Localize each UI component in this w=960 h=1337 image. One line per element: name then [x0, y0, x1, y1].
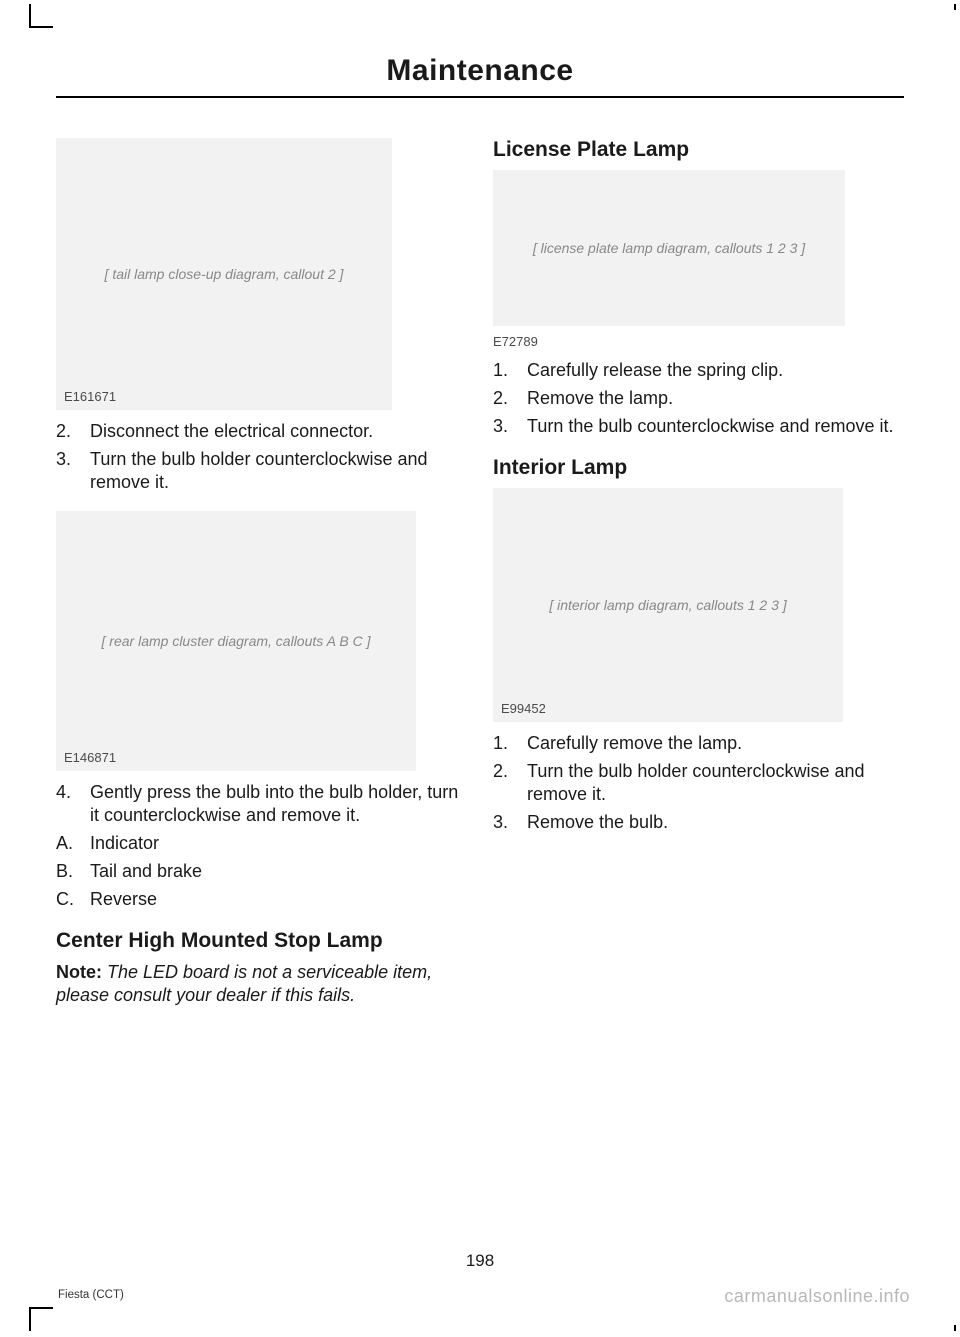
list-text: Turn the bulb holder counterclockwise an…	[527, 760, 904, 806]
list-text: Tail and brake	[90, 860, 467, 883]
figure-code: E72789	[493, 334, 904, 349]
list-item: 4. Gently press the bulb into the bulb h…	[56, 781, 467, 827]
list-item: 2. Turn the bulb holder counterclockwise…	[493, 760, 904, 806]
list-item: B. Tail and brake	[56, 860, 467, 883]
list-text: Gently press the bulb into the bulb hold…	[90, 781, 467, 827]
figure-placeholder: [ tail lamp close-up diagram, callout 2 …	[95, 256, 354, 292]
steps-list: 1. Carefully remove the lamp. 2. Turn th…	[493, 732, 904, 834]
heading-stop-lamp: Center High Mounted Stop Lamp	[56, 929, 467, 953]
crop-mark	[29, 4, 53, 28]
figure-code: E146871	[64, 750, 116, 765]
list-number: 3.	[493, 811, 527, 834]
list-item: A. Indicator	[56, 832, 467, 855]
page: Maintenance [ tail lamp close-up diagram…	[0, 0, 960, 1337]
figure-license-plate: [ license plate lamp diagram, callouts 1…	[493, 170, 845, 326]
right-column: License Plate Lamp [ license plate lamp …	[493, 138, 904, 1025]
figure-interior-lamp: [ interior lamp diagram, callouts 1 2 3 …	[493, 488, 843, 722]
list-item: 1. Carefully remove the lamp.	[493, 732, 904, 755]
list-text: Turn the bulb counterclockwise and remov…	[527, 415, 904, 438]
note: Note: The LED board is not a serviceable…	[56, 961, 467, 1007]
list-text: Remove the bulb.	[527, 811, 904, 834]
list-number: 3.	[493, 415, 527, 438]
list-item: 1. Carefully release the spring clip.	[493, 359, 904, 382]
list-item: C. Reverse	[56, 888, 467, 911]
list-text: Indicator	[90, 832, 467, 855]
list-number: 2.	[493, 760, 527, 806]
figure-placeholder: [ interior lamp diagram, callouts 1 2 3 …	[539, 587, 796, 623]
list-number: B.	[56, 860, 90, 883]
list-text: Reverse	[90, 888, 467, 911]
steps-list: 2. Disconnect the electrical connector. …	[56, 420, 467, 494]
figure-placeholder: [ rear lamp cluster diagram, callouts A …	[92, 623, 381, 659]
list-text: Carefully release the spring clip.	[527, 359, 904, 382]
left-column: [ tail lamp close-up diagram, callout 2 …	[56, 138, 467, 1025]
page-header: Maintenance	[0, 0, 960, 88]
note-body: The LED board is not a serviceable item,…	[56, 962, 432, 1005]
heading-interior-lamp: Interior Lamp	[493, 456, 904, 480]
list-number: 3.	[56, 448, 90, 494]
list-item: 3. Remove the bulb.	[493, 811, 904, 834]
crop-mark	[954, 4, 956, 10]
figure-placeholder: [ license plate lamp diagram, callouts 1…	[523, 230, 815, 266]
list-number: 1.	[493, 732, 527, 755]
list-number: 2.	[493, 387, 527, 410]
page-title: Maintenance	[0, 54, 960, 88]
figure-code: E99452	[501, 701, 546, 716]
footer-model: Fiesta (CCT)	[58, 1289, 124, 1301]
list-text: Carefully remove the lamp.	[527, 732, 904, 755]
list-number: A.	[56, 832, 90, 855]
list-item: 3. Turn the bulb holder counterclockwise…	[56, 448, 467, 494]
figure-rear-cluster: [ rear lamp cluster diagram, callouts A …	[56, 511, 416, 771]
page-number: 198	[0, 1251, 960, 1271]
list-item: 2. Disconnect the electrical connector.	[56, 420, 467, 443]
figure-code: E161671	[64, 389, 116, 404]
crop-mark	[29, 1307, 53, 1331]
crop-mark	[954, 1325, 956, 1331]
note-label: Note:	[56, 962, 102, 982]
content-columns: [ tail lamp close-up diagram, callout 2 …	[0, 98, 960, 1025]
list-text: Remove the lamp.	[527, 387, 904, 410]
heading-license-plate: License Plate Lamp	[493, 138, 904, 162]
list-number: 4.	[56, 781, 90, 827]
watermark: carmanualsonline.info	[724, 1286, 910, 1307]
list-text: Turn the bulb holder counterclockwise an…	[90, 448, 467, 494]
list-number: 1.	[493, 359, 527, 382]
steps-list: 1. Carefully release the spring clip. 2.…	[493, 359, 904, 438]
list-item: 2. Remove the lamp.	[493, 387, 904, 410]
list-number: C.	[56, 888, 90, 911]
list-item: 3. Turn the bulb counterclockwise and re…	[493, 415, 904, 438]
figure-tail-lamp: [ tail lamp close-up diagram, callout 2 …	[56, 138, 392, 410]
steps-list: 4. Gently press the bulb into the bulb h…	[56, 781, 467, 911]
list-text: Disconnect the electrical connector.	[90, 420, 467, 443]
list-number: 2.	[56, 420, 90, 443]
